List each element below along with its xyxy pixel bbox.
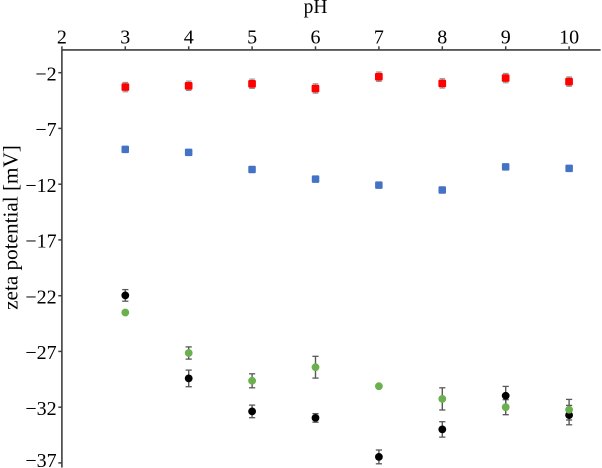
svg-text:−2: −2 (35, 63, 56, 85)
svg-text:pH: pH (304, 0, 328, 18)
svg-text:−27: −27 (25, 342, 56, 364)
svg-text:2: 2 (57, 27, 67, 49)
svg-text:5: 5 (247, 27, 257, 49)
svg-text:6: 6 (311, 27, 321, 49)
svg-text:−37: −37 (25, 450, 56, 468)
svg-text:zeta potential [mV]: zeta potential [mV] (0, 145, 23, 310)
svg-text:9: 9 (501, 27, 511, 49)
svg-text:−17: −17 (25, 231, 56, 253)
svg-text:3: 3 (120, 27, 130, 49)
svg-text:−32: −32 (25, 398, 56, 420)
svg-text:−12: −12 (25, 175, 56, 197)
svg-text:8: 8 (437, 27, 447, 49)
svg-text:7: 7 (374, 27, 384, 49)
svg-text:−7: −7 (35, 119, 56, 141)
svg-text:−22: −22 (25, 286, 56, 308)
svg-text:10: 10 (559, 27, 579, 49)
svg-text:4: 4 (184, 27, 194, 49)
